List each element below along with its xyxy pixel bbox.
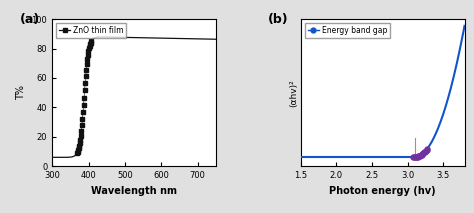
Y-axis label: (αhv)²: (αhv)² [289, 79, 298, 106]
Text: (b): (b) [268, 13, 289, 26]
Y-axis label: T%: T% [16, 85, 26, 100]
Legend: Energy band gap: Energy band gap [305, 23, 390, 38]
X-axis label: Photon energy (hv): Photon energy (hv) [329, 186, 436, 196]
Legend: ZnO thin film: ZnO thin film [56, 23, 126, 38]
X-axis label: Wavelength nm: Wavelength nm [91, 186, 177, 196]
Text: (a): (a) [19, 13, 40, 26]
